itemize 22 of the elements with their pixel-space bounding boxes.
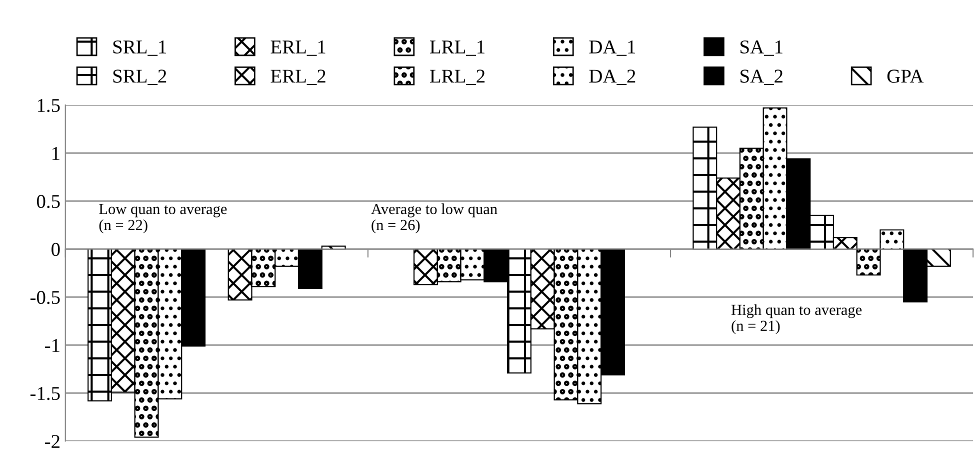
legend-label: SRL_1 <box>113 40 166 56</box>
y-tick-label: -1.5 <box>30 386 60 400</box>
legend-label: GPA <box>887 70 924 83</box>
y-tick-label: -1 <box>45 338 60 352</box>
annotation: High quan to average (n = 21) <box>731 304 862 334</box>
y-tick-label: 1 <box>52 146 60 160</box>
legend-label: LRL_1 <box>430 40 484 56</box>
legend-label: LRL_2 <box>430 70 485 86</box>
annotation: Average to low quan (n = 26) <box>371 203 498 234</box>
legend-label: DA_2 <box>589 70 636 86</box>
legend-label: SA_2 <box>740 70 782 86</box>
legend-label: ERL_1 <box>270 40 326 56</box>
annotation: Low quan to average (n = 22) <box>99 204 227 234</box>
legend-label: SA_1 <box>740 40 782 56</box>
y-tick-label: -0.5 <box>30 290 60 304</box>
legend-label: ERL_2 <box>270 70 326 86</box>
y-tick-label: 0 <box>52 242 60 256</box>
y-tick-label: 0.5 <box>36 194 60 208</box>
y-tick-label: -2 <box>45 434 60 448</box>
legend-label: SRL_2 <box>113 70 166 86</box>
y-tick-label: 1.5 <box>38 98 60 112</box>
legend-label: DA_1 <box>589 40 636 56</box>
